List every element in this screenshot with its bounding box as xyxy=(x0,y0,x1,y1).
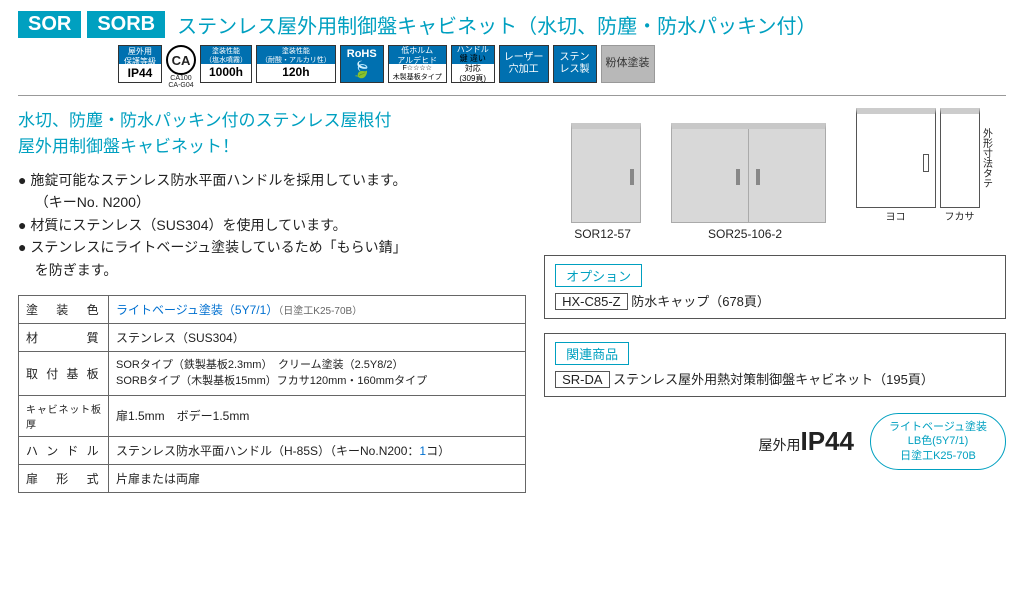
option-box: オプション HX-C85-Z 防水キャップ（678頁） xyxy=(544,255,1006,319)
ip-rating: IP44 xyxy=(800,426,854,456)
bullet-1b: （キーNo. N200） xyxy=(18,191,526,213)
badge-sorb: SORB xyxy=(87,11,165,38)
cabinet-large-img xyxy=(671,123,826,223)
model-2: SOR25-106-2 xyxy=(668,227,823,241)
related-title: 関連商品 xyxy=(555,342,629,365)
model-1: SOR12-57 xyxy=(568,227,638,241)
spec-k-color: 塗 装 色 xyxy=(19,295,109,323)
dimension-diagram: タテ ヨコ 外形寸法タテ フカサ xyxy=(856,108,980,223)
product-images: タテ ヨコ 外形寸法タテ フカサ xyxy=(544,108,1006,223)
cert-handle: ハンドル鍵 違い 対応 (309頁) xyxy=(451,45,495,83)
dim-fukasa: フカサ xyxy=(940,208,980,223)
spec-k-board: 取 付 基 板 xyxy=(19,351,109,395)
lead-text: 水切、防塵・防水パッキン付のステンレス屋根付 屋外用制御盤キャビネット！ xyxy=(18,108,526,159)
related-box: 関連商品 SR-DA ステンレス屋外用熱対策制御盤キャビネット（195頁） xyxy=(544,333,1006,397)
bullet-3: ステンレスにライトベージュ塗装しているため「もらい錆」 xyxy=(18,236,526,258)
cert-ip44: 屋外用 保護等級IP44 xyxy=(118,45,162,83)
spec-v-thick: 扉1.5mm ボデー1.5mm xyxy=(109,395,526,436)
spec-k-door: 扉 形 式 xyxy=(19,464,109,492)
cert-rohs: RoHS🍃 xyxy=(340,45,384,83)
spec-v-door: 片扉または両扉 xyxy=(109,464,526,492)
badge-sor: SOR xyxy=(18,11,81,38)
bullet-3b: を防ぎます。 xyxy=(18,259,526,281)
header-row: SOR SORB ステンレス屋外用制御盤キャビネット（水切、防塵・防水パッキン付… xyxy=(18,10,1006,39)
bottom-row: 屋外用IP44 ライトベージュ塗装 LB色(5Y7/1) 日塗工K25-70B xyxy=(544,413,1006,470)
bullet-1: 施錠可能なステンレス防水平面ハンドルを採用しています。 xyxy=(18,169,526,191)
feature-bullets: 施錠可能なステンレス防水平面ハンドルを採用しています。 （キーNo. N200）… xyxy=(18,169,526,281)
spec-k-thick: キャビネット板厚 xyxy=(19,395,109,436)
separator xyxy=(18,95,1006,96)
option-text: 防水キャップ（678頁） xyxy=(628,294,770,309)
option-code: HX-C85-Z xyxy=(555,293,628,310)
page-title: ステンレス屋外用制御盤キャビネット（水切、防塵・防水パッキン付） xyxy=(177,10,816,39)
dim-gaikei: 外形寸法タテ xyxy=(979,128,994,188)
outdoor-label: 屋外用 xyxy=(758,437,800,453)
cert-formaldehyde: 低ホルム アルデヒドF☆☆☆☆ 木製基板タイプ xyxy=(388,45,447,83)
cert-ca: CACA100 CA-G04 xyxy=(166,45,196,89)
spec-v-handle: ステンレス防水平面ハンドル（H-85S）（キーNo.N200：1コ） xyxy=(109,436,526,464)
cabinet-small-img xyxy=(571,123,641,223)
spec-v-board: SORタイプ（鉄製基板2.3mm） クリーム塗装（2.5Y8/2） SORBタイ… xyxy=(109,351,526,395)
cert-badges: 屋外用 保護等級IP44 CACA100 CA-G04 塗装性能 （塩水噴霧）1… xyxy=(118,45,1006,89)
cert-laser: レーザー 穴加工 xyxy=(499,45,549,83)
dim-yoko: ヨコ xyxy=(856,208,936,223)
bullet-2: 材質にステンレス（SUS304）を使用しています。 xyxy=(18,214,526,236)
spec-v-material: ステンレス（SUS304） xyxy=(109,323,526,351)
spec-v-color: ライトベージュ塗装（5Y7/1）（日塗工K25-70B） xyxy=(109,295,526,323)
related-code: SR-DA xyxy=(555,371,609,388)
spec-k-material: 材 質 xyxy=(19,323,109,351)
related-text: ステンレス屋外用熱対策制御盤キャビネット（195頁） xyxy=(610,372,934,387)
cert-paint-1000: 塗装性能 （塩水噴霧）1000h xyxy=(200,45,252,83)
cert-powder: 粉体塗装 xyxy=(601,45,655,83)
option-title: オプション xyxy=(555,264,642,287)
spec-table: 塗 装 色ライトベージュ塗装（5Y7/1）（日塗工K25-70B） 材 質ステン… xyxy=(18,295,526,493)
color-oval: ライトベージュ塗装 LB色(5Y7/1) 日塗工K25-70B xyxy=(870,413,1006,470)
cert-paint-120: 塗装性能 （耐酸・アルカリ性）120h xyxy=(256,45,336,83)
spec-k-handle: ハ ン ド ル xyxy=(19,436,109,464)
model-labels: SOR12-57 SOR25-106-2 xyxy=(544,227,1006,241)
cert-stainless: ステン レス製 xyxy=(553,45,597,83)
